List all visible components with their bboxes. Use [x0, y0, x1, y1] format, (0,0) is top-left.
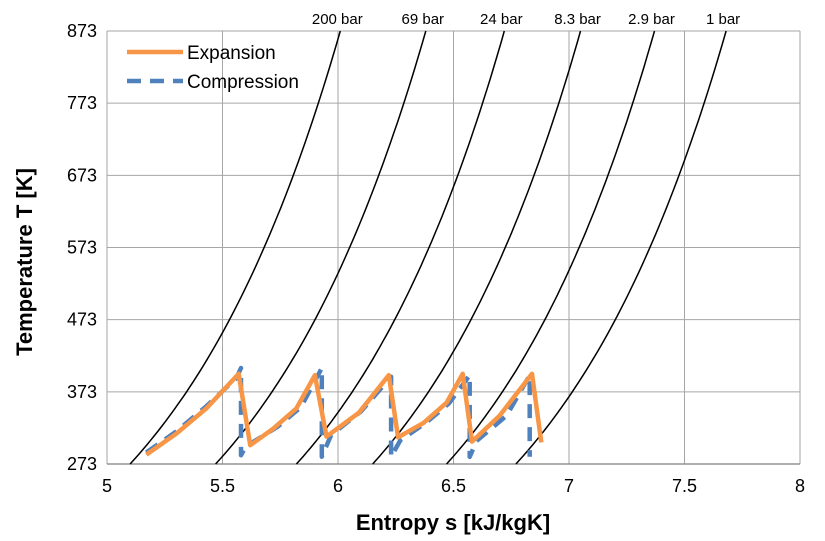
legend-label-compression: Compression — [187, 72, 299, 93]
x-tick-label: 7 — [564, 476, 574, 496]
y-tick-label: 373 — [67, 382, 97, 402]
isobar-label: 1 bar — [706, 11, 740, 28]
isobar-line — [515, 30, 727, 465]
y-tick-label: 673 — [67, 165, 97, 185]
grid — [106, 30, 801, 465]
isobar-labels: 200 bar 69 bar 24 bar 8.3 bar 2.9 bar 1 bar — [312, 11, 740, 28]
axis-ticks: 5 5.5 6 6.5 7 7.5 8 273 373 473 573 673 773 873 — [67, 21, 805, 496]
isobar-label: 8.3 bar — [554, 11, 601, 28]
y-tick-label: 773 — [67, 93, 97, 113]
isobar-curves — [129, 30, 727, 465]
x-tick-label: 6.5 — [441, 476, 466, 496]
isobar-line — [129, 30, 342, 465]
x-tick-label: 5.5 — [210, 476, 235, 496]
legend-label-expansion: Expansion — [187, 43, 276, 64]
isobar-line — [446, 30, 656, 465]
y-tick-label: 873 — [67, 21, 97, 41]
x-tick-label: 8 — [795, 476, 805, 496]
isobar-label: 24 bar — [480, 11, 523, 28]
y-tick-label: 573 — [67, 238, 97, 258]
y-tick-label: 273 — [67, 454, 97, 474]
y-tick-label: 473 — [67, 310, 97, 330]
legend: Expansion Compression — [127, 43, 299, 93]
x-axis-title: Entropy s [kJ/kgK] — [356, 510, 550, 535]
x-tick-label: 5 — [102, 476, 112, 496]
isobar-label: 2.9 bar — [628, 11, 675, 28]
x-tick-label: 6 — [333, 476, 343, 496]
series-layer — [145, 365, 544, 460]
isobar-line — [215, 30, 427, 465]
isobar-line — [295, 30, 506, 465]
isobar-label: 69 bar — [402, 11, 445, 28]
y-axis-title: Temperature T [K] — [12, 168, 37, 356]
expansion-series-line — [145, 371, 544, 457]
x-tick-label: 7.5 — [672, 476, 697, 496]
isobar-line — [372, 30, 582, 465]
isobar-label: 200 bar — [312, 11, 363, 28]
